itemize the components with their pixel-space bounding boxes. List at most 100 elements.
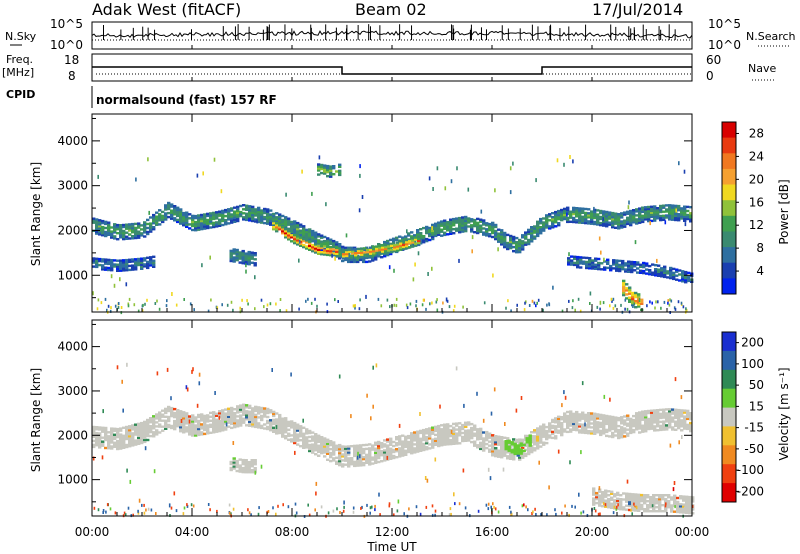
velocity-cell xyxy=(359,454,363,457)
power-cell xyxy=(341,245,345,249)
velocity-cell xyxy=(679,497,683,500)
power-speckle xyxy=(572,159,574,164)
velocity-cell xyxy=(455,428,459,431)
velocity-cell xyxy=(563,412,567,415)
velocity-cell xyxy=(401,442,405,445)
velocity-cell xyxy=(247,461,251,464)
power-cell xyxy=(119,236,123,239)
power-cell xyxy=(281,214,285,218)
velocity-cell xyxy=(143,420,147,424)
colorbar-tick-label: 100 xyxy=(741,357,764,371)
power-cell xyxy=(585,256,589,260)
velocity-cell xyxy=(338,447,342,451)
velocity-cell xyxy=(188,417,192,420)
power-cell xyxy=(137,257,141,261)
velocity-cell xyxy=(461,425,465,429)
velocity-cell xyxy=(140,425,144,429)
power-speckle xyxy=(389,305,391,309)
power-cell xyxy=(671,214,675,217)
power-cell xyxy=(140,224,144,227)
power-cell xyxy=(236,213,240,217)
power-cell xyxy=(250,255,254,258)
velocity-cell xyxy=(227,413,231,416)
power-speckle xyxy=(596,305,599,309)
power-cell xyxy=(302,239,306,243)
velocity-cell xyxy=(542,441,546,444)
velocity-cell xyxy=(631,499,635,502)
velocity-cell xyxy=(263,411,267,414)
velocity-cell xyxy=(323,445,327,448)
velocity-cell xyxy=(595,501,599,505)
velocity-speckle xyxy=(534,507,536,511)
velocity-cell xyxy=(673,494,677,497)
velocity-cell xyxy=(637,495,641,498)
power-cell xyxy=(125,231,129,234)
velocity-cell xyxy=(578,429,582,432)
power-cell xyxy=(509,234,513,238)
power-speckle xyxy=(92,291,94,296)
velocity-cell xyxy=(584,413,588,417)
power-cell xyxy=(95,261,99,264)
velocity-cell xyxy=(143,430,147,434)
velocity-speckle xyxy=(371,505,373,509)
power-cell xyxy=(647,211,651,215)
power-speckle xyxy=(572,299,574,303)
power-cell xyxy=(410,243,414,246)
freq-label-2: [MHz] xyxy=(2,66,34,79)
power-cell xyxy=(623,221,627,224)
velocity-cell xyxy=(407,448,411,452)
power-cell xyxy=(491,229,495,233)
velocity-cell xyxy=(374,449,378,452)
velocity-speckle xyxy=(490,505,492,509)
velocity-speckle xyxy=(485,503,488,507)
velocity-cell xyxy=(623,429,627,432)
velocity-cell xyxy=(671,418,675,421)
velocity-cell xyxy=(664,510,668,513)
velocity-cell xyxy=(680,419,684,422)
velocity-cell xyxy=(122,434,126,437)
velocity-cell xyxy=(691,498,695,501)
velocity-speckle xyxy=(308,513,311,517)
velocity-cell xyxy=(557,417,561,420)
power-cell xyxy=(386,247,390,251)
velocity-cell xyxy=(434,429,438,433)
velocity-cell xyxy=(625,500,629,503)
velocity-cell xyxy=(653,411,657,414)
velocity-cell xyxy=(98,442,102,445)
velocity-cell xyxy=(434,437,438,440)
power-speckle xyxy=(358,307,361,311)
velocity-cell xyxy=(173,421,177,425)
velocity-cell xyxy=(155,413,159,416)
power-cell xyxy=(366,255,370,258)
power-cell xyxy=(634,306,638,309)
velocity-cell xyxy=(266,421,270,425)
velocity-speckle xyxy=(182,512,185,516)
velocity-cell xyxy=(329,441,333,445)
velocity-cell xyxy=(683,421,687,424)
velocity-cell xyxy=(599,413,603,417)
power-cell xyxy=(518,242,522,246)
velocity-speckle xyxy=(129,479,132,484)
power-cell xyxy=(194,229,198,232)
velocity-cell xyxy=(650,409,654,412)
velocity-cell xyxy=(662,424,666,427)
power-cell xyxy=(563,215,567,219)
velocity-cell xyxy=(667,494,671,497)
power-speckle xyxy=(245,263,247,268)
velocity-cell xyxy=(637,505,641,508)
velocity-cell xyxy=(566,422,570,426)
velocity-cell xyxy=(215,428,219,431)
velocity-cell xyxy=(661,496,665,499)
velocity-speckle xyxy=(92,456,95,461)
velocity-cell xyxy=(377,454,381,458)
velocity-cell xyxy=(323,455,327,458)
velocity-cell xyxy=(599,429,603,433)
velocity-cell xyxy=(302,434,306,437)
velocity-cell xyxy=(545,437,549,441)
velocity-cell xyxy=(437,444,441,448)
power-cell xyxy=(431,229,435,233)
velocity-cell xyxy=(242,421,246,424)
velocity-cell xyxy=(510,449,514,452)
velocity-speckle xyxy=(597,512,600,516)
velocity-cell xyxy=(607,498,611,501)
